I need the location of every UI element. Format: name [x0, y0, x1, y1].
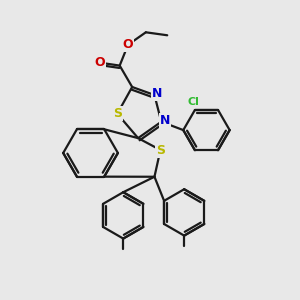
Text: S: S	[113, 107, 122, 120]
Text: N: N	[160, 114, 170, 127]
Text: S: S	[156, 143, 165, 157]
Text: O: O	[94, 56, 105, 69]
Text: Cl: Cl	[188, 97, 199, 107]
Text: O: O	[123, 38, 133, 51]
Text: N: N	[152, 87, 163, 100]
